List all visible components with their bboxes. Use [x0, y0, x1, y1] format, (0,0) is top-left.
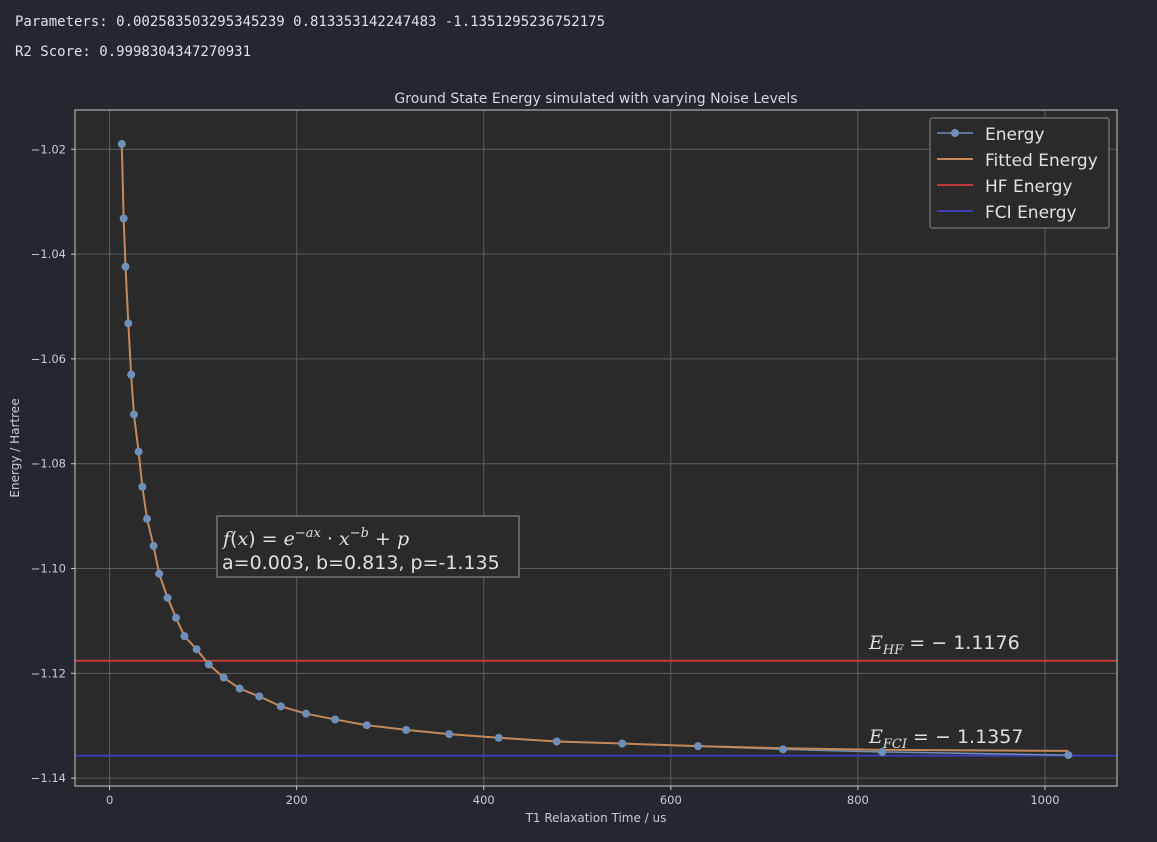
y-tick-label: −1.08 — [31, 457, 66, 471]
energy-point — [445, 730, 454, 739]
energy-point — [362, 721, 371, 730]
energy-point — [219, 673, 228, 682]
energy-point — [618, 739, 627, 748]
energy-point — [779, 745, 788, 754]
y-tick-label: −1.12 — [31, 666, 66, 680]
energy-point — [138, 482, 147, 491]
formula-box — [216, 515, 520, 578]
legend-box — [929, 117, 1110, 229]
fci-energy-label: EFCI = − 1.1357 — [868, 726, 1023, 752]
fitted-energy-line — [120, 144, 1069, 752]
x-tick-label: 600 — [660, 793, 682, 807]
y-tick-label: −1.02 — [31, 142, 66, 156]
energy-point — [192, 645, 201, 654]
energy-point — [693, 742, 702, 751]
legend: Energy Fitted Energy HF Energy FCI Energ… — [929, 117, 1110, 229]
energy-point — [878, 747, 887, 756]
legend-item-fitted-energy: Fitted Energy — [937, 151, 1098, 171]
legend-item-energy: Energy — [937, 125, 1045, 145]
energy-point — [235, 684, 244, 693]
energy-point — [119, 214, 128, 223]
legend-item-hf-energy: HF Energy — [937, 177, 1072, 197]
energy-point — [129, 410, 138, 419]
legend-label-energy: Energy — [985, 125, 1045, 145]
parameters-output: Parameters: 0.002583503295345239 0.81335… — [15, 14, 606, 30]
energy-point — [552, 737, 561, 746]
energy-point — [331, 715, 340, 724]
energy-point — [255, 692, 264, 701]
hf-energy-label: EHF = − 1.1176 — [868, 632, 1020, 658]
x-tick-label: 200 — [286, 793, 308, 807]
plot-frame — [74, 109, 1118, 787]
y-tick-label: −1.10 — [31, 562, 66, 576]
y-tick-label: −1.06 — [31, 352, 66, 366]
axis-ticks: 0 200 400 600 800 1000 −1.02 −1.04 −1.06 −1.08 −1.… — [31, 142, 1060, 807]
energy-point — [204, 660, 213, 669]
energy-point — [121, 262, 130, 271]
energy-point — [143, 514, 152, 523]
x-tick-label: 800 — [847, 793, 869, 807]
y-tick-label: −1.04 — [31, 247, 66, 261]
series-layer — [75, 140, 1117, 760]
formula-annotation: f(x) = e−ax · x−b + p a=0.003, b=0.813, … — [216, 515, 520, 578]
x-tick-label: 400 — [473, 793, 495, 807]
legend-label-fitted-energy: Fitted Energy — [985, 151, 1098, 171]
x-tick-label: 0 — [106, 793, 113, 807]
y-axis-label: Energy / Hartree — [8, 398, 22, 497]
energy-point — [172, 613, 181, 622]
energy-point — [402, 725, 411, 734]
energy-point — [124, 319, 133, 328]
x-tick-label: 1000 — [1030, 793, 1059, 807]
r2-score-output: R2 Score: 0.9998304347270931 — [15, 44, 252, 60]
energy-point — [1064, 751, 1073, 760]
chart-title: Ground State Energy simulated with varyi… — [394, 91, 797, 107]
legend-item-fci-energy: FCI Energy — [937, 203, 1077, 223]
x-axis-label: T1 Relaxation Time / us — [525, 811, 667, 825]
energy-point — [117, 140, 126, 149]
energy-point — [180, 632, 189, 641]
legend-label-fci-energy: FCI Energy — [985, 203, 1077, 223]
energy-point — [134, 447, 143, 456]
energy-point — [155, 569, 164, 578]
energy-point — [302, 709, 311, 718]
legend-label-hf-energy: HF Energy — [985, 177, 1072, 197]
energy-point — [149, 541, 158, 550]
energy-point — [276, 702, 285, 711]
energy-point — [127, 370, 136, 379]
energy-point — [494, 733, 503, 742]
y-tick-label: −1.14 — [31, 771, 66, 785]
formula-text: f(x) = e−ax · x−b + p — [221, 526, 409, 550]
formula-params: a=0.003, b=0.813, p=-1.135 — [222, 552, 500, 574]
energy-point — [163, 593, 172, 602]
